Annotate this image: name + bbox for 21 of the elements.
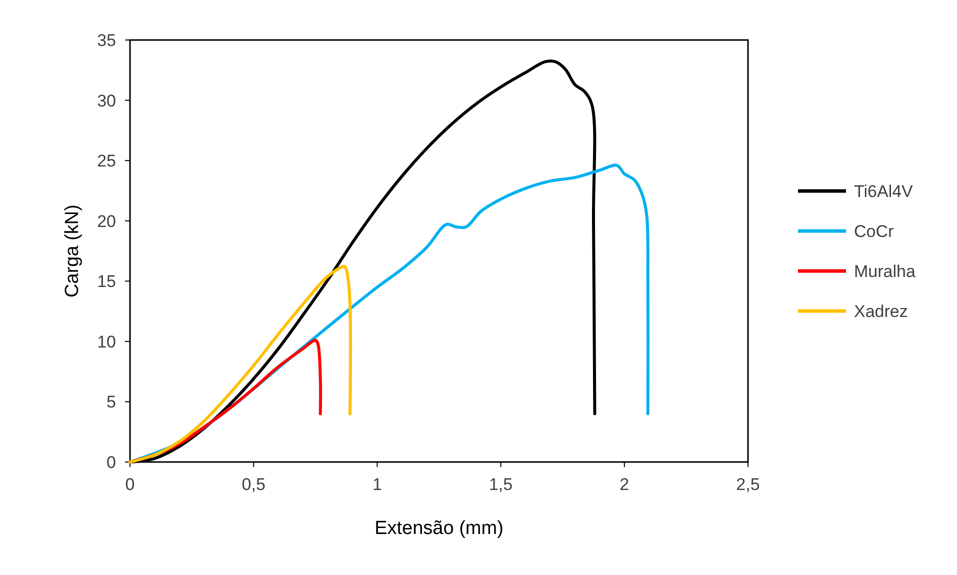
x-tick-label: 1,5 bbox=[488, 475, 513, 494]
legend-label: Muralha bbox=[854, 262, 916, 281]
x-tick-label: 1 bbox=[372, 475, 382, 494]
y-tick-label: 10 bbox=[97, 332, 116, 352]
y-tick-label: 35 bbox=[97, 31, 116, 50]
legend-label: Xadrez bbox=[854, 302, 908, 321]
y-axis-title: Carga (kN) bbox=[62, 204, 83, 298]
y-tick-label: 30 bbox=[97, 91, 116, 110]
x-axis-title: Extensão (mm) bbox=[374, 518, 504, 539]
y-tick-label: 5 bbox=[106, 392, 116, 412]
x-tick-label: 0,5 bbox=[242, 475, 266, 494]
line-series bbox=[128, 265, 352, 464]
legend-label: Ti6Al4V bbox=[854, 182, 914, 201]
x-tick-label: 2 bbox=[620, 475, 630, 494]
x-tick-label: 2,5 bbox=[736, 475, 760, 494]
y-tick-label: 25 bbox=[97, 152, 116, 171]
y-tick-label: 15 bbox=[97, 272, 116, 292]
x-tick-label: 0 bbox=[125, 475, 135, 494]
y-tick-label: 20 bbox=[97, 212, 116, 231]
legend-label: CoCr bbox=[854, 222, 894, 241]
y-tick-label: 0 bbox=[106, 453, 116, 472]
